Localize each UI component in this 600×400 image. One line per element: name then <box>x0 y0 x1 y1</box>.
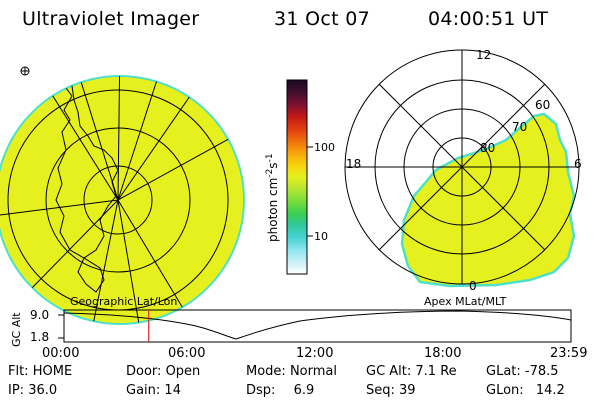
mlt-label-6: 6 <box>574 157 582 171</box>
status-ip-value: 36.0 <box>28 383 58 398</box>
meridian-line <box>117 76 171 201</box>
mlat-label-80: 80 <box>480 141 495 155</box>
colorbar-tick-label: 100 <box>314 141 335 154</box>
polar-grid <box>344 49 580 285</box>
status-mode-value: Normal <box>289 364 337 379</box>
status-gc-alt-value: 7.1 Re <box>415 364 457 379</box>
altitude-ytick: 9.0 <box>30 308 49 322</box>
status-glat: GLat: -78.5 <box>486 364 559 379</box>
observation-time: 04:00:51 UT <box>428 8 549 30</box>
mlt-label-0: 0 <box>469 279 477 293</box>
right-panel-caption: Apex MLat/MLT <box>424 295 507 308</box>
lat-circle-2 <box>45 127 191 273</box>
altitude-xtick: 18:00 <box>424 346 462 361</box>
meridian-line <box>0 199 119 216</box>
coastline-outline <box>55 76 119 293</box>
altitude-xtick: 12:00 <box>296 346 334 361</box>
colorbar-rect <box>286 79 308 275</box>
status-glon: GLon: 14.2 <box>486 383 565 398</box>
coastline-island <box>77 257 105 293</box>
status-gc-alt: GC Alt: 7.1 Re <box>366 364 457 379</box>
mlt-diagonal <box>378 83 546 251</box>
status-seq: Seq: 39 <box>366 383 416 398</box>
colorbar: 100 10 photon cm-2s-1 <box>265 79 335 275</box>
altitude-xtick: 00:00 <box>42 346 80 361</box>
instrument-title: Ultraviolet Imager <box>22 8 200 30</box>
altitude-xtick: 23:59 <box>550 346 588 361</box>
mlat-label-60: 60 <box>535 98 550 112</box>
status-glon-value: 14.2 <box>535 383 565 398</box>
auroral-oval-fill <box>400 112 576 288</box>
altitude-axis-label: GC Alt <box>10 312 23 347</box>
status-gain: Gain: 14 <box>126 383 181 398</box>
colorbar-unit-label: photon cm-2s-1 <box>265 153 280 242</box>
status-flt: Flt: HOME <box>8 364 73 379</box>
meridian-line <box>67 76 119 201</box>
altitude-plot: GC Alt 9.0 1.8 <box>10 308 572 347</box>
status-ip: IP: 36.0 <box>8 383 58 398</box>
meridian-line <box>117 76 121 201</box>
status-seq-value: 39 <box>399 383 416 398</box>
status-glat-value: -78.5 <box>524 364 559 379</box>
antarctic-coastline <box>55 76 119 259</box>
mlat-label-70: 70 <box>512 120 527 134</box>
status-gain-value: 14 <box>164 383 181 398</box>
meridian-line <box>91 199 119 324</box>
polar-labels: 12 18 6 0 60 70 80 <box>346 48 582 293</box>
left-emission-disk <box>0 75 245 325</box>
meridian-line <box>23 76 119 201</box>
observation-date: 31 Oct 07 <box>274 8 370 30</box>
altitude-curve <box>63 310 572 340</box>
meridian-line <box>117 199 141 324</box>
status-flt-value: HOME <box>32 364 73 379</box>
status-mode: Mode: Normal <box>246 364 337 379</box>
earth-globe-map-icon <box>20 66 30 76</box>
altitude-ytick: 1.8 <box>30 330 49 344</box>
meridian-line <box>117 129 244 201</box>
status-dsp-value: 6.9 <box>293 383 315 398</box>
mlt-label-18: 18 <box>346 157 361 171</box>
mlt-label-12: 12 <box>476 48 491 62</box>
status-dsp: Dsp: 6.9 <box>246 383 315 398</box>
status-door: Door: Open <box>126 364 201 379</box>
magnetic-image-panel: 12 18 6 0 60 70 80 <box>344 48 582 293</box>
geographic-image-panel <box>0 66 245 325</box>
colorbar-tick-label: 10 <box>314 230 328 243</box>
left-panel-caption: Geographic Lat/Lon <box>70 295 178 308</box>
status-door-value: Open <box>165 364 201 379</box>
meridian-line <box>117 199 191 321</box>
altitude-plot-frame <box>63 309 572 343</box>
altitude-xtick: 06:00 <box>168 346 206 361</box>
